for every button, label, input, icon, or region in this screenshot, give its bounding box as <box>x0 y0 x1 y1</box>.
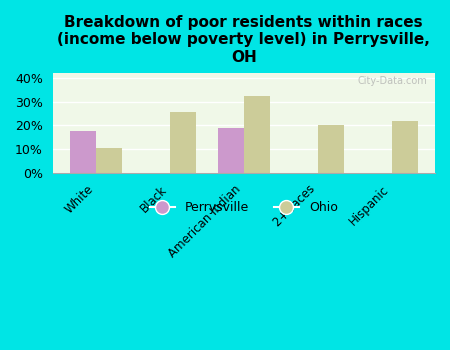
Title: Breakdown of poor residents within races
(income below poverty level) in Perrysv: Breakdown of poor residents within races… <box>57 15 430 65</box>
Bar <box>318 125 344 173</box>
Bar <box>244 96 270 173</box>
Bar <box>392 121 418 173</box>
Bar <box>170 112 196 173</box>
Bar <box>96 148 122 173</box>
Legend: Perrysville, Ohio: Perrysville, Ohio <box>145 196 343 219</box>
Bar <box>70 131 96 173</box>
Text: City-Data.com: City-Data.com <box>358 76 427 86</box>
Bar <box>218 128 244 173</box>
